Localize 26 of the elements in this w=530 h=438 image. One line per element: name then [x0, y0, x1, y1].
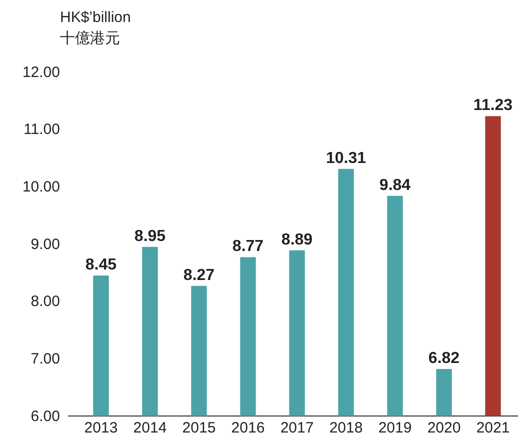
- x-tick-label: 2019: [378, 420, 412, 437]
- data-label: 8.89: [281, 231, 313, 248]
- y-tick-label: 6.00: [30, 408, 60, 425]
- x-tick-label: 2015: [182, 420, 216, 437]
- x-tick-label: 2013: [84, 420, 118, 437]
- data-label: 10.31: [326, 150, 366, 167]
- y-tick-label: 8.00: [30, 293, 60, 310]
- y-tick-label: 9.00: [30, 236, 60, 253]
- data-label: 8.77: [232, 238, 264, 256]
- data-label: 11.23: [473, 97, 513, 114]
- data-label: 8.95: [134, 228, 166, 245]
- x-tick-label: 2021: [476, 420, 510, 437]
- x-tick-label: 2016: [231, 420, 265, 437]
- x-tick-label: 2018: [329, 420, 363, 437]
- y-axis-title: HK$’billion 十億港元: [60, 9, 131, 47]
- data-label: 9.84: [379, 176, 411, 194]
- x-tick-label: 2020: [427, 420, 461, 437]
- y-tick-label: 12.00: [22, 64, 60, 81]
- y-tick-label: 7.00: [30, 350, 60, 368]
- y-tick-label: 10.00: [22, 178, 60, 196]
- x-tick-label: 2017: [280, 420, 314, 437]
- data-label: 6.82: [428, 350, 460, 367]
- data-label: 8.27: [183, 266, 215, 284]
- y-tick-label: 11.00: [24, 121, 60, 138]
- x-tick-label: 2014: [133, 420, 167, 437]
- data-label: 8.45: [85, 256, 117, 274]
